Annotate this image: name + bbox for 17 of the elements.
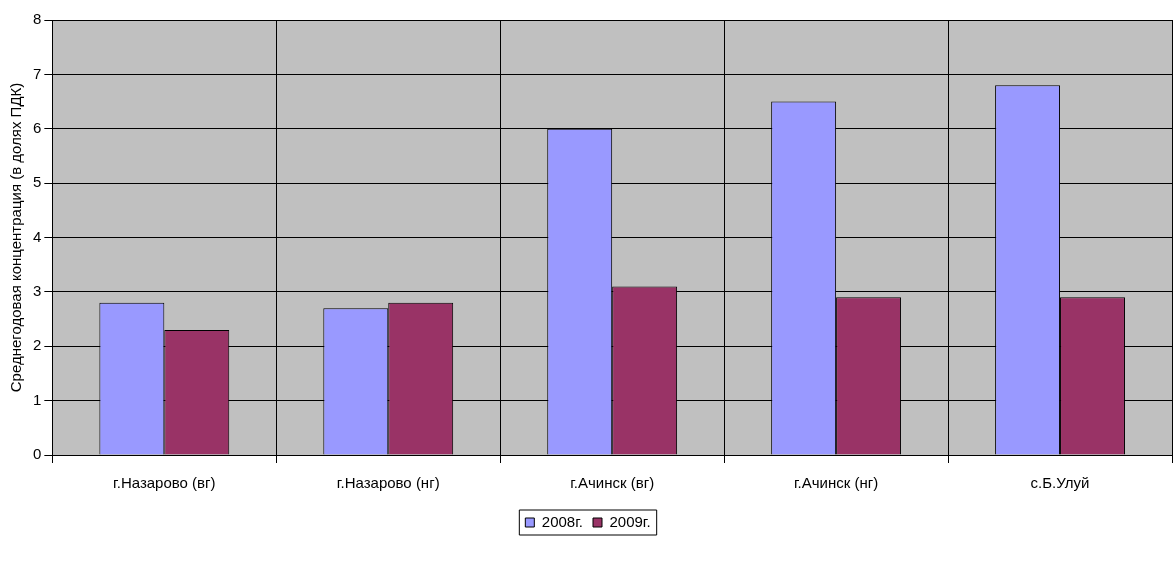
x-tick-label: г.Назарово (вг) xyxy=(113,474,216,492)
y-axis-title: Среднегодовая концентрация (в долях ПДК) xyxy=(7,82,25,393)
y-tick-label: 7 xyxy=(33,64,42,82)
y-tick-label: 4 xyxy=(33,227,42,245)
legend-label: 2008г. xyxy=(541,512,584,530)
y-tick-label: 3 xyxy=(33,282,42,300)
y-tick-label: 1 xyxy=(33,390,42,408)
y-tick-label: 6 xyxy=(33,118,42,136)
x-tick-label: г.Ачинск (вг) xyxy=(570,474,655,492)
x-tick-label: г.Назарово (нг) xyxy=(336,474,440,492)
y-tick-label: 5 xyxy=(33,173,42,191)
y-tick-label: 8 xyxy=(33,10,42,28)
y-tick-label: 0 xyxy=(33,445,42,463)
y-tick-label: 2 xyxy=(33,336,42,354)
legend-label: 2009г. xyxy=(609,512,651,530)
x-tick-label: с.Б.Улуй xyxy=(1030,474,1090,492)
x-tick-label: г.Ачинск (нг) xyxy=(793,474,879,492)
